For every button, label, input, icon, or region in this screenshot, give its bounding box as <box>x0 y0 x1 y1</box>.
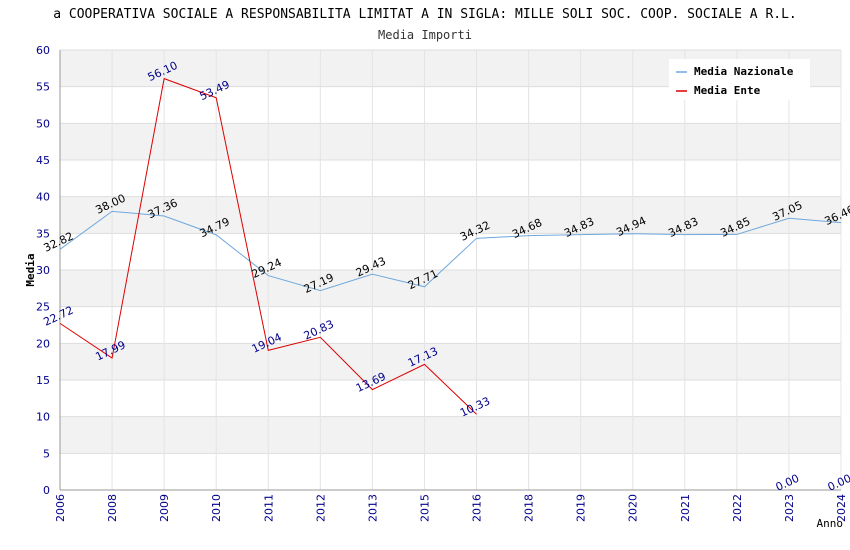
grid-band <box>60 380 841 417</box>
y-tick-label: 40 <box>36 191 50 204</box>
series-lines <box>59 77 842 415</box>
x-tick-label: 2008 <box>106 494 119 522</box>
y-tick-label: 25 <box>36 301 50 314</box>
y-tick-label: 55 <box>36 81 50 94</box>
grid-lines <box>59 49 842 491</box>
x-tick-label: 2022 <box>731 494 744 522</box>
grid-band <box>60 123 841 160</box>
grid-band <box>60 233 841 270</box>
x-tick-label: 2012 <box>314 494 327 522</box>
y-tick-label: 10 <box>36 411 50 424</box>
x-tick-labels: 2006 2008 2009 2010 2011 2012 2013 2015 2016 2018… <box>54 494 848 522</box>
x-tick-label: 2023 <box>783 494 796 522</box>
x-tick-label: 2018 <box>523 494 536 522</box>
chart-title: a COOPERATIVA SOCIALE A RESPONSABILITA L… <box>53 7 797 22</box>
x-tick-label: 2006 <box>54 494 67 522</box>
y-tick-label: 60 <box>36 44 50 57</box>
x-tick-label: 2013 <box>366 494 379 522</box>
grid-bands <box>60 50 841 490</box>
x-tick-label: 2019 <box>575 494 588 522</box>
grid-band <box>60 196 841 234</box>
y-tick-label: 30 <box>36 264 50 277</box>
grid-band <box>60 270 841 307</box>
x-tick-label: 2015 <box>418 494 431 522</box>
legend-box <box>669 59 810 100</box>
x-tick-label: 2020 <box>627 494 640 522</box>
grid-band <box>60 343 841 380</box>
x-tick-label: 2016 <box>471 494 484 522</box>
y-tick-label: 20 <box>36 337 50 350</box>
legend-label-media-nazionale: Media Nazionale <box>694 65 794 78</box>
x-tick-label: 2010 <box>210 494 223 522</box>
series-line-media-ente <box>59 77 477 415</box>
x-tick-label: 2021 <box>679 494 692 522</box>
x-tick-label: 2024 <box>835 494 848 522</box>
legend-label-media-ente: Media Ente <box>694 84 761 97</box>
y-tick-label: 45 <box>36 154 50 167</box>
y-axis-label: Media <box>24 253 37 286</box>
grid-band <box>60 416 841 454</box>
y-tick-label: 0 <box>43 484 50 497</box>
x-tick-label: 2011 <box>262 494 275 522</box>
grid-band <box>60 453 841 490</box>
y-tick-label: 50 <box>36 117 50 130</box>
series-line-media-nazionale <box>59 210 842 292</box>
legend: Media Nazionale Media Ente <box>669 59 810 100</box>
grid-band <box>60 160 841 197</box>
y-tick-label: 5 <box>43 447 50 460</box>
x-tick-label: 2009 <box>158 494 171 522</box>
chart-subtitle: Media Importi <box>378 28 472 42</box>
x-axis-label: Anno <box>817 517 844 530</box>
y-tick-label: 15 <box>36 374 50 387</box>
grid-band <box>60 306 841 344</box>
y-tick-label: 35 <box>36 227 50 240</box>
y-tick-labels: 0 5 10 15 20 25 30 35 40 45 50 55 60 <box>36 44 50 497</box>
